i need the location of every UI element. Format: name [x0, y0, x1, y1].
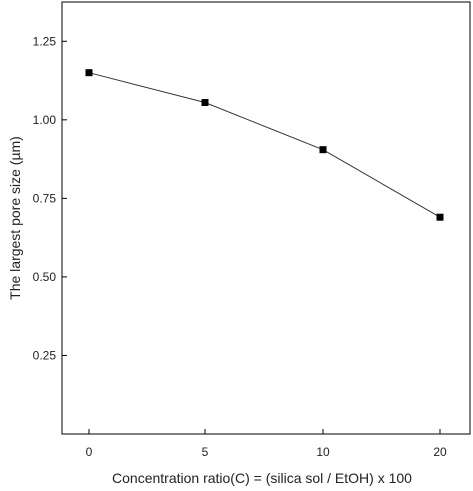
y-tick-label: 1.00 — [33, 113, 57, 127]
data-point-marker — [319, 146, 327, 154]
y-axis-label: The largest pore size (µm) — [7, 136, 23, 300]
x-tick-label: 5 — [202, 445, 209, 459]
series-line — [88, 72, 441, 218]
x-axis-ticks: 0 5 10 20 — [86, 429, 447, 459]
y-axis-ticks: 0.25 0.50 0.75 1.00 1.25 — [33, 34, 67, 362]
data-point-marker — [436, 213, 444, 221]
x-tick-label: 0 — [86, 445, 93, 459]
data-point-marker — [201, 99, 209, 107]
y-tick-label: 0.75 — [33, 191, 57, 205]
y-tick-label: 0.25 — [33, 348, 57, 362]
y-tick-label: 1.25 — [33, 34, 57, 48]
data-markers — [85, 69, 444, 221]
y-tick-label: 0.50 — [33, 270, 57, 284]
x-axis-label: Concentration ratio(C) = (silica sol / E… — [112, 470, 412, 486]
x-tick-label: 20 — [433, 445, 447, 459]
data-point-marker — [85, 69, 93, 77]
plot-frame — [61, 1, 471, 435]
x-tick-label: 10 — [316, 445, 330, 459]
